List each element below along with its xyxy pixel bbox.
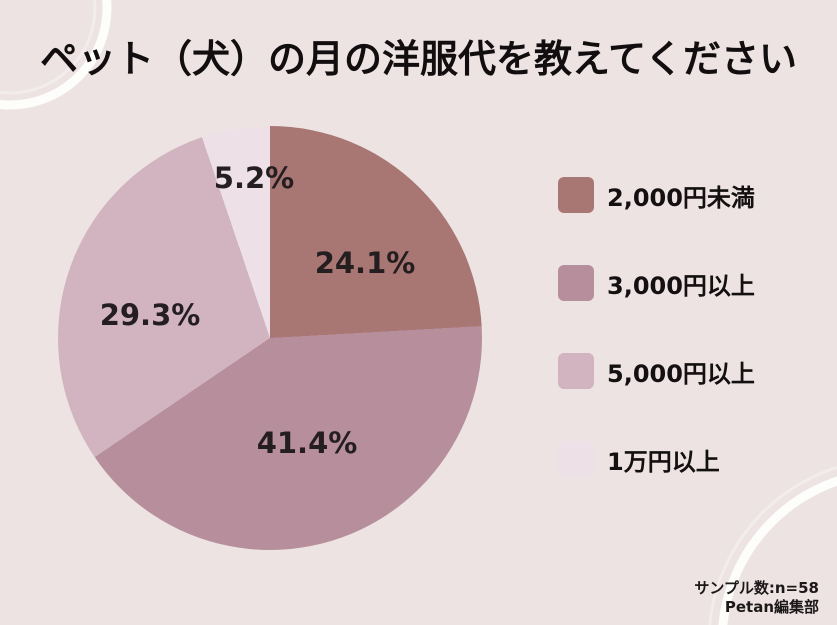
chart-title: ペット（犬）の月の洋服代を教えてください [40,37,797,81]
legend-label-over-3000: 3,000円以上 [607,271,755,300]
pie-chart [58,126,482,550]
legend-swatch-under-2000 [558,177,594,213]
legend-label-over-10000: 1万円以上 [607,447,720,476]
legend-swatch-over-10000 [558,441,594,477]
legend: 2,000円未満 3,000円以上 5,000円以上 1万円以上 [558,177,755,477]
legend-swatch-over-3000 [558,265,594,301]
slice-label-over-10000: 5.2% [213,161,295,195]
slice-label-over-3000: 41.4% [256,426,358,460]
legend-label-under-2000: 2,000円未満 [607,183,755,212]
slice-label-under-2000: 24.1% [314,246,416,280]
credit-text: Petan編集部 [724,598,819,616]
legend-item-over-3000: 3,000円以上 [558,265,755,301]
slice-label-over-5000: 29.3% [99,298,201,332]
legend-label-over-5000: 5,000円以上 [607,359,755,388]
legend-item-under-2000: 2,000円未満 [558,177,755,213]
sample-size-text: サンプル数:n=58 [694,579,819,597]
legend-swatch-over-5000 [558,353,594,389]
legend-item-over-10000: 1万円以上 [558,441,755,477]
source-note: サンプル数:n=58 Petan編集部 [694,579,819,617]
legend-item-over-5000: 5,000円以上 [558,353,755,389]
